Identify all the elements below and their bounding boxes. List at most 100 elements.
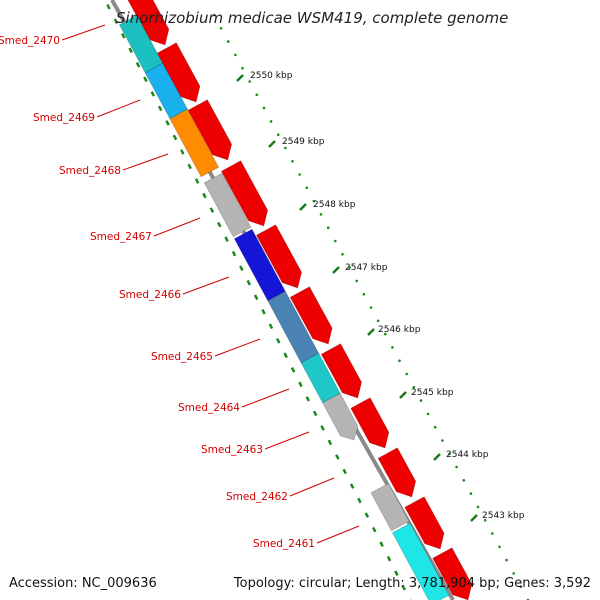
- gc-dash: [327, 439, 333, 446]
- gc-dash: [187, 163, 192, 170]
- gc-dot: [491, 532, 494, 535]
- cds-arrow[interactable]: [289, 286, 333, 345]
- gene-segment-Smed_2461[interactable]: [392, 522, 450, 600]
- gc-dot: [326, 226, 330, 229]
- gc-dash: [364, 512, 370, 518]
- gene-label[interactable]: Smed_2466: [119, 289, 181, 301]
- gc-dot: [426, 412, 430, 416]
- gc-dot: [469, 492, 473, 495]
- map-title: Sinorhizobium medicae WSM419, complete g…: [116, 9, 508, 27]
- scale-tick-label: 2550 kbp: [250, 71, 293, 81]
- cds-arrow[interactable]: [320, 343, 362, 399]
- gc-dash: [253, 294, 259, 301]
- gene-leader-line: [316, 525, 360, 544]
- gene-label[interactable]: Smed_2468: [59, 165, 121, 177]
- gc-dot: [391, 346, 394, 349]
- gc-dash: [172, 134, 178, 141]
- gc-dot: [419, 399, 423, 402]
- gc-dot: [269, 120, 273, 123]
- gc-dash: [342, 468, 347, 475]
- gene-segment-Smed_2463[interactable]: [322, 392, 359, 441]
- gc-dot: [405, 372, 409, 376]
- gc-dot: [348, 266, 351, 269]
- gc-dot: [505, 558, 508, 562]
- scale-tick: [299, 203, 307, 211]
- scale-tick-label: 2543 kbp: [482, 511, 525, 521]
- gc-dot: [305, 186, 309, 190]
- cds-arrow[interactable]: [255, 224, 302, 289]
- scale-tick-label: 2544 kbp: [446, 450, 489, 460]
- gene-label[interactable]: Smed_2463: [201, 444, 263, 456]
- cds-arrow[interactable]: [404, 496, 445, 550]
- gc-dash: [275, 338, 281, 344]
- gene-labels: Smed_2470 Smed_2469 Smed_2468 Smed_2467 Smed…: [0, 24, 360, 550]
- gc-dash: [194, 178, 200, 184]
- gc-dot: [498, 545, 501, 549]
- gc-dot: [476, 505, 480, 509]
- gc-dot: [298, 173, 301, 176]
- gc-dash: [128, 47, 133, 54]
- cds-arrow[interactable]: [432, 547, 473, 600]
- gc-dot: [433, 425, 437, 429]
- cds-arrow[interactable]: [350, 397, 390, 449]
- gc-content-dots: [106, 3, 530, 600]
- gc-dash: [224, 236, 229, 242]
- gc-dash: [246, 279, 252, 286]
- gc-dash: [231, 250, 237, 257]
- gc-dash: [268, 323, 274, 330]
- gene-leader-line: [61, 24, 106, 41]
- gc-dot: [376, 319, 380, 323]
- cds-arrow[interactable]: [187, 99, 233, 161]
- scale-ticks: 2550 kbp 2549 kbp 2548 kbp 2547 kbp 2546 kbp…: [236, 71, 525, 522]
- scale-tick: [367, 328, 375, 336]
- gc-dot: [241, 66, 244, 70]
- gc-dot: [262, 106, 266, 110]
- gc-dot: [212, 13, 216, 17]
- gene-label[interactable]: Smed_2470: [0, 35, 60, 47]
- gc-dash: [180, 149, 185, 155]
- gc-dash: [113, 18, 119, 25]
- gc-dash: [305, 396, 311, 402]
- gc-dot: [319, 213, 323, 216]
- scale-tick-label: 2545 kbp: [411, 388, 454, 398]
- gc-dash: [320, 425, 325, 431]
- gc-dot: [483, 518, 487, 522]
- gc-dash: [335, 454, 340, 460]
- gc-dash: [379, 541, 384, 547]
- gc-dash: [165, 120, 170, 126]
- gc-dash: [401, 584, 407, 591]
- gene-label[interactable]: Smed_2462: [226, 491, 288, 503]
- gene-segment-Smed_2462[interactable]: [370, 482, 410, 532]
- gc-dash: [371, 526, 377, 533]
- gene-label[interactable]: Smed_2467: [90, 231, 152, 243]
- gc-dash: [290, 367, 296, 373]
- gene-segment-Smed_2468[interactable]: [169, 108, 220, 178]
- gene-track: [118, 14, 450, 600]
- gc-dash: [283, 352, 288, 359]
- gene-label[interactable]: Smed_2461: [253, 538, 315, 550]
- gc-dash: [202, 192, 207, 199]
- gc-dot: [462, 479, 466, 482]
- gc-dash: [209, 207, 215, 213]
- gc-dot: [276, 133, 280, 136]
- scale-tick: [470, 514, 478, 522]
- accession-text: Accession: NC_009636: [9, 576, 157, 591]
- gc-dot: [227, 40, 230, 43]
- gene-label[interactable]: Smed_2465: [151, 351, 213, 363]
- gc-dash: [120, 33, 126, 39]
- cds-arrow[interactable]: [377, 447, 417, 498]
- gc-dash: [312, 410, 318, 417]
- gc-dot: [355, 279, 359, 283]
- gene-segment-Smed_2467[interactable]: [203, 172, 252, 238]
- gc-dot: [519, 585, 523, 588]
- gene-label[interactable]: Smed_2469: [33, 112, 95, 124]
- gc-dash: [394, 570, 399, 576]
- cds-arrow[interactable]: [220, 160, 269, 227]
- gene-label[interactable]: Smed_2464: [178, 402, 240, 414]
- gc-dot: [341, 253, 344, 256]
- gc-dot: [284, 146, 287, 150]
- gc-dash: [298, 381, 303, 388]
- gene-leader-line: [214, 338, 261, 357]
